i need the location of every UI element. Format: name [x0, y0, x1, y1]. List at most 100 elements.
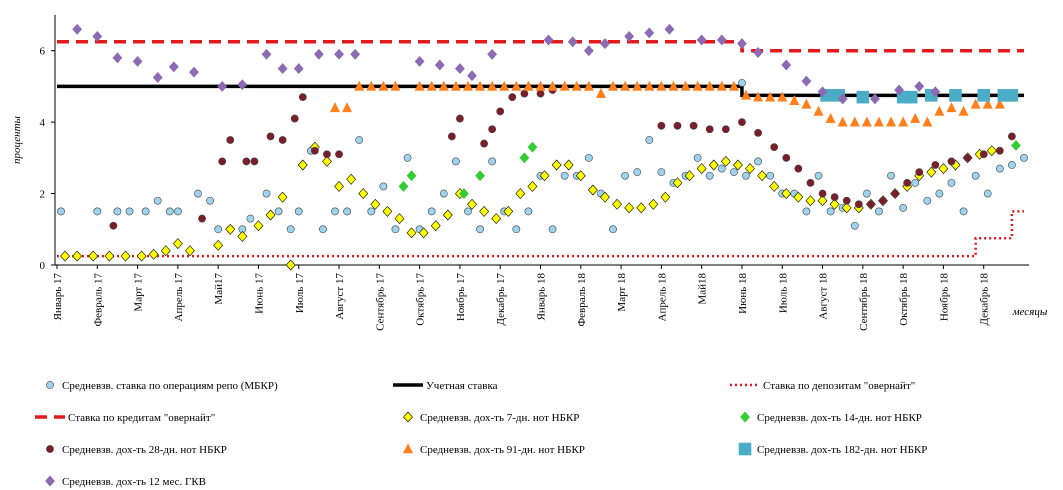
y-tick-label: 2	[40, 189, 46, 201]
point	[870, 93, 880, 105]
legend-label: Средневзв. дох-ть 12 мес. ГКВ	[62, 476, 206, 488]
point	[370, 198, 381, 210]
point	[705, 125, 714, 134]
point	[475, 170, 485, 182]
x-tick-label: Декабрь 18	[979, 273, 991, 326]
point	[459, 188, 469, 200]
legend-label: Средневзв. ставка по операциям репо (МБК…	[62, 380, 278, 392]
point	[923, 196, 932, 205]
point	[109, 221, 118, 230]
point	[125, 207, 134, 216]
point	[995, 146, 1004, 155]
x-tick-label: Июль 18	[777, 273, 789, 314]
point	[313, 48, 324, 60]
point	[330, 102, 340, 113]
point	[837, 116, 848, 127]
point	[830, 193, 839, 202]
x-axis-label: месяцы	[1012, 306, 1048, 318]
point	[887, 171, 895, 180]
point	[60, 250, 70, 262]
point	[600, 38, 610, 50]
point	[286, 225, 295, 234]
point	[225, 223, 236, 235]
point	[217, 80, 228, 92]
point	[737, 38, 747, 50]
point	[1020, 153, 1028, 162]
point	[693, 153, 702, 162]
point	[959, 207, 968, 216]
legend-swatch	[46, 381, 54, 389]
point	[487, 48, 498, 60]
point	[979, 150, 988, 159]
point	[854, 200, 863, 209]
point	[379, 182, 388, 191]
legend-label: Средневзв. дох-ть 182-дн. нот НБКР	[757, 444, 927, 456]
point	[491, 213, 502, 225]
x-tick-label: Апрель 18	[656, 273, 668, 322]
point	[265, 209, 276, 221]
point	[704, 80, 715, 91]
point	[903, 178, 912, 187]
legend-swatch	[45, 475, 55, 487]
x-tick-label: Ноябрь 18	[938, 273, 950, 322]
point	[886, 116, 897, 127]
x-tick-label: Май17	[213, 273, 225, 305]
point	[93, 207, 102, 216]
point	[290, 114, 299, 123]
x-tick-label: Август 18	[818, 273, 830, 320]
point	[366, 80, 377, 91]
point	[842, 196, 851, 205]
legend-label: Средневзв. дох-ть 91-дн. нот НБКР	[420, 444, 585, 456]
point	[910, 112, 921, 123]
point	[343, 207, 351, 216]
point	[450, 80, 461, 91]
point	[766, 171, 775, 180]
point	[826, 207, 835, 216]
point	[350, 48, 361, 60]
point	[567, 36, 578, 48]
point	[947, 157, 956, 166]
point	[253, 220, 264, 232]
point	[72, 23, 83, 35]
point	[817, 195, 828, 207]
point	[274, 207, 283, 216]
point	[160, 245, 171, 257]
point	[873, 116, 884, 127]
point	[527, 180, 538, 192]
point	[335, 150, 343, 159]
point	[297, 159, 308, 171]
point	[1011, 139, 1021, 151]
point	[539, 170, 550, 182]
point	[765, 91, 776, 102]
point	[451, 157, 460, 166]
point	[563, 159, 574, 171]
point	[189, 66, 199, 78]
point	[753, 47, 763, 58]
point	[813, 105, 824, 116]
legend-label: Ставка по депозитам "овернайт"	[763, 380, 915, 392]
point	[705, 171, 714, 180]
point	[609, 225, 617, 234]
point	[875, 207, 883, 216]
point	[390, 80, 401, 91]
point	[153, 196, 162, 205]
point	[394, 213, 405, 225]
point	[293, 63, 304, 75]
point	[673, 121, 682, 130]
point	[447, 132, 456, 141]
point	[584, 153, 593, 162]
point	[294, 207, 303, 216]
point	[391, 225, 400, 234]
point	[849, 116, 860, 127]
legend-swatch	[46, 445, 54, 453]
point	[426, 80, 437, 91]
point	[738, 78, 746, 87]
point	[434, 59, 445, 71]
point	[520, 89, 529, 98]
point	[689, 121, 698, 130]
point	[982, 98, 993, 109]
point	[382, 205, 393, 217]
point	[696, 163, 707, 175]
point	[949, 89, 962, 102]
point	[922, 116, 933, 127]
